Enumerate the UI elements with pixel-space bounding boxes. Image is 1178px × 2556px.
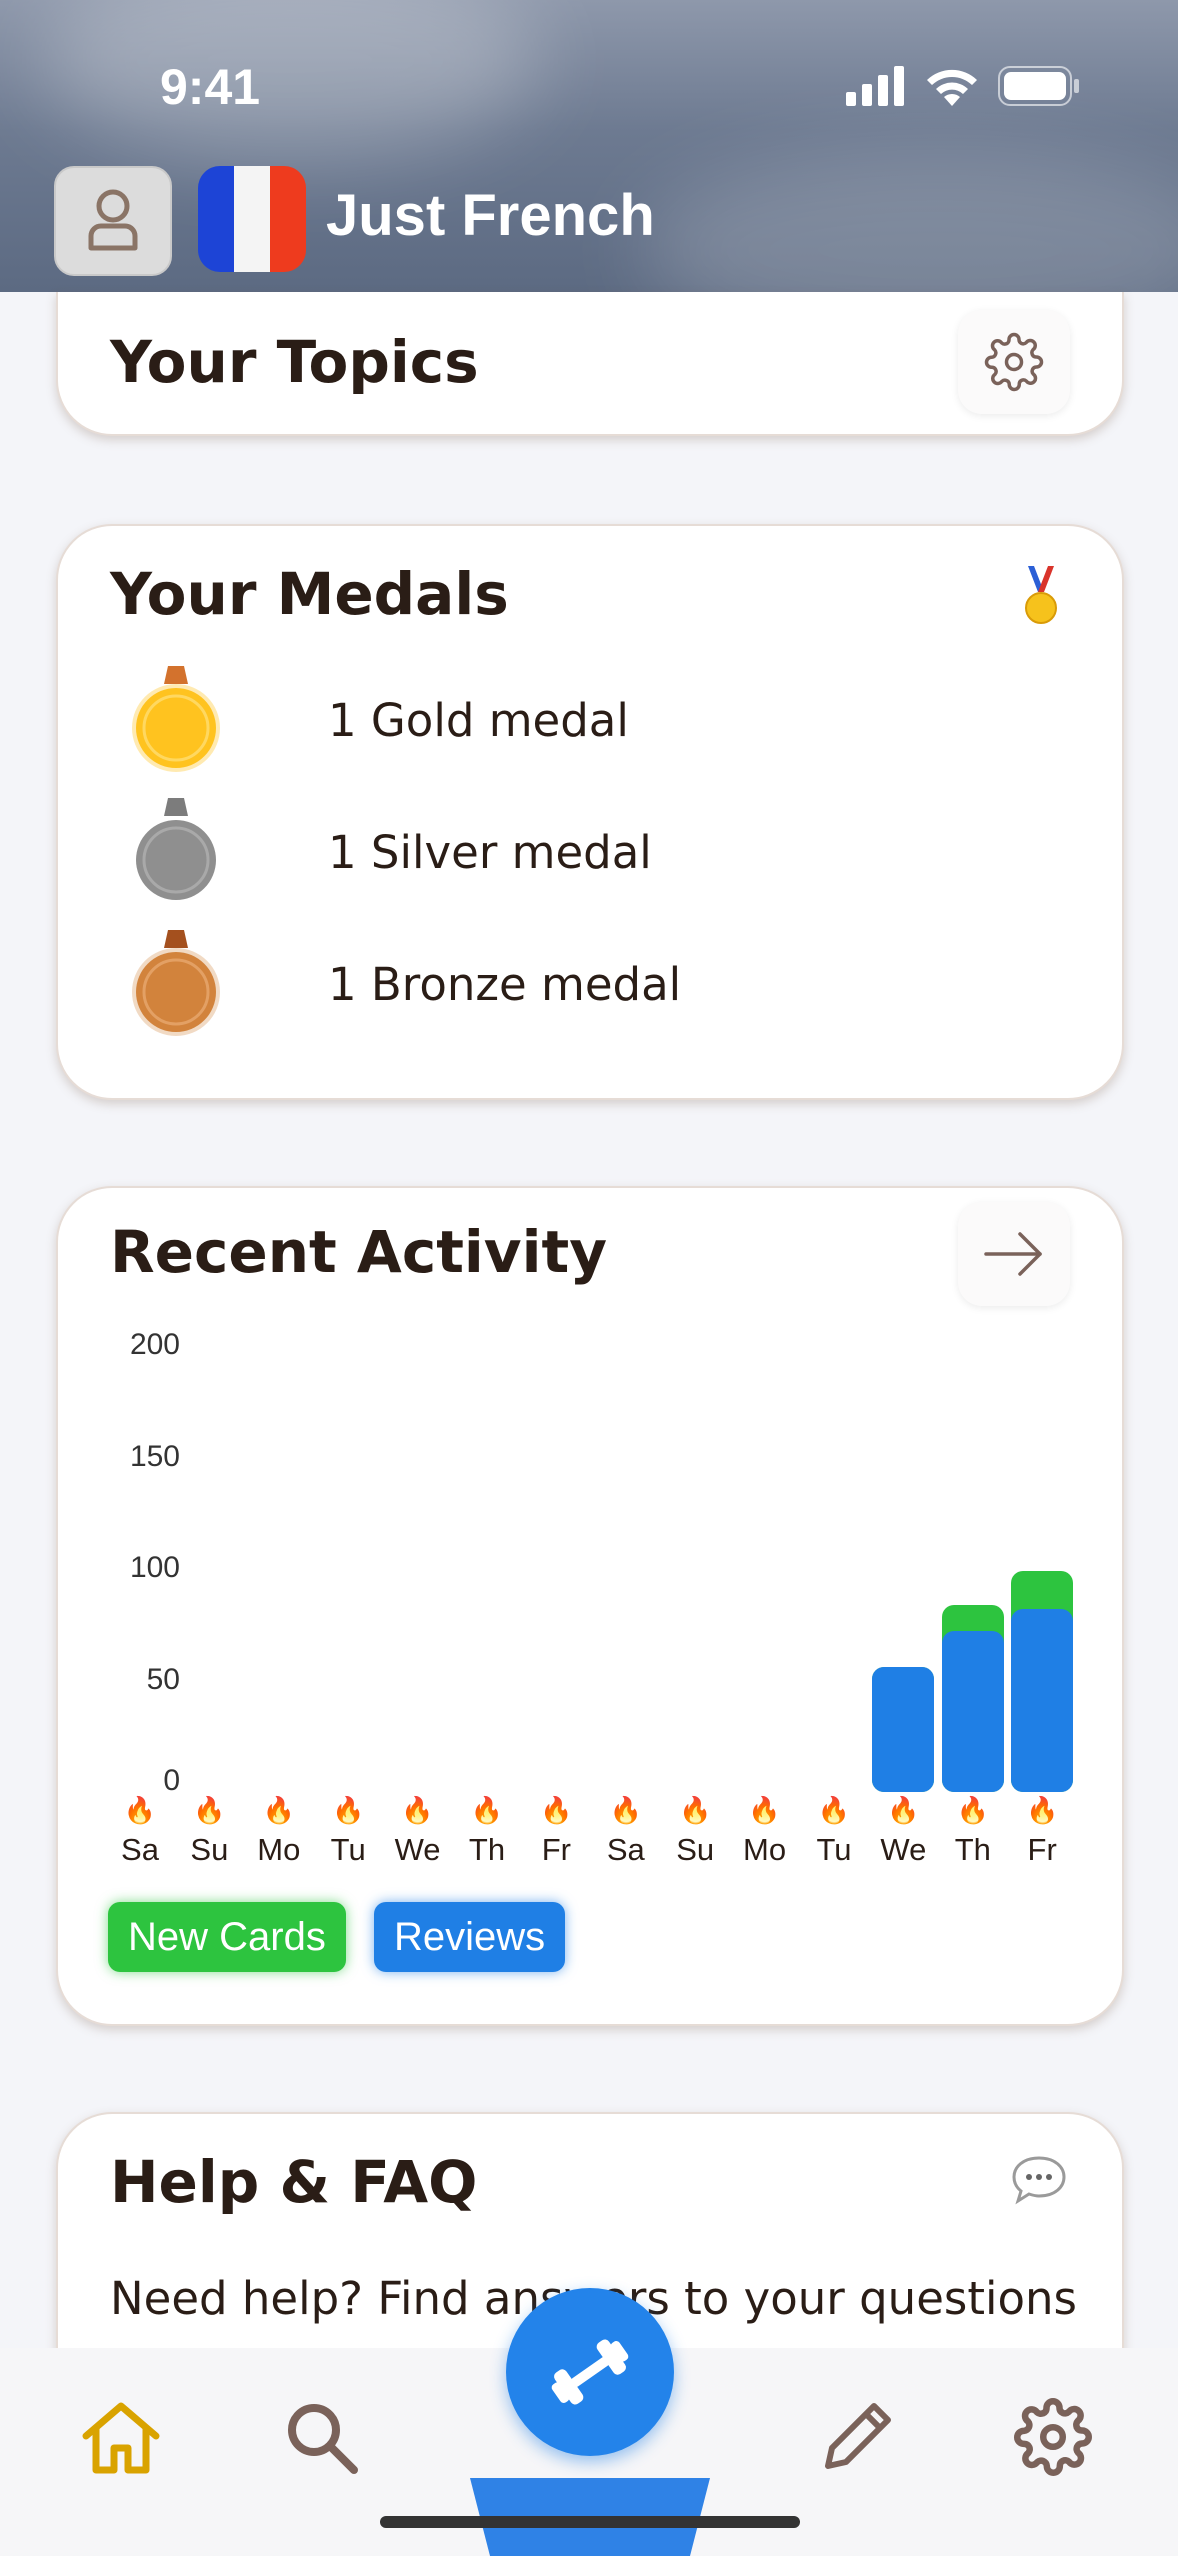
medal-row-gold: 1 Gold medal [124,660,629,780]
nav-edit-button[interactable] [818,2396,898,2480]
app-header [0,0,1178,292]
bronze-medal-label: 1 Bronze medal [328,957,682,1011]
activity-card: Recent Activity [56,1186,1124,2026]
topics-card: Your Topics [56,292,1124,436]
medals-card: Your Medals 1 Gold medal 1 Silver medal [56,524,1124,1100]
battery-icon [998,66,1080,106]
dumbbell-icon [551,2339,629,2405]
gold-medal-icon [132,666,220,772]
medals-title: Your Medals [110,560,509,628]
practice-fab[interactable] [506,2288,674,2456]
french-flag-icon[interactable] [198,166,306,272]
app-title: Just French [326,183,655,248]
topics-title: Your Topics [110,328,479,396]
medal-row-silver: 1 Silver medal [124,792,652,912]
legend-new-cards[interactable]: New Cards [108,1902,346,1972]
help-title: Help & FAQ [110,2148,478,2216]
silver-medal-icon [136,798,216,900]
activity-title: Recent Activity [110,1218,608,1286]
status-time: 9:41 [160,59,261,115]
user-icon [88,189,138,251]
medal-icon [1018,566,1064,630]
gold-medal-label: 1 Gold medal [328,693,629,747]
medal-row-bronze: 1 Bronze medal [124,924,681,1044]
legend-reviews[interactable]: Reviews [374,1902,566,1972]
home-indicator [380,2516,800,2528]
profile-button[interactable] [54,166,172,276]
nav-search-button[interactable] [284,2400,360,2480]
activity-open-button[interactable] [958,1202,1070,1306]
silver-medal-label: 1 Silver medal [328,825,652,879]
search-icon [288,2404,358,2474]
home-icon [82,2402,160,2474]
nav-home-button[interactable] [80,2400,162,2480]
pencil-icon [825,2403,891,2469]
topics-settings-button[interactable] [958,310,1070,414]
chat-bubble-icon [1010,2154,1068,2210]
arrow-right-icon [984,1232,1042,1276]
nav-settings-button[interactable] [1014,2398,1092,2480]
signal-icon [846,66,906,106]
bronze-medal-icon [132,930,220,1036]
gear-icon [1014,2398,1092,2476]
wifi-icon [924,64,980,108]
gear-icon [984,332,1044,392]
